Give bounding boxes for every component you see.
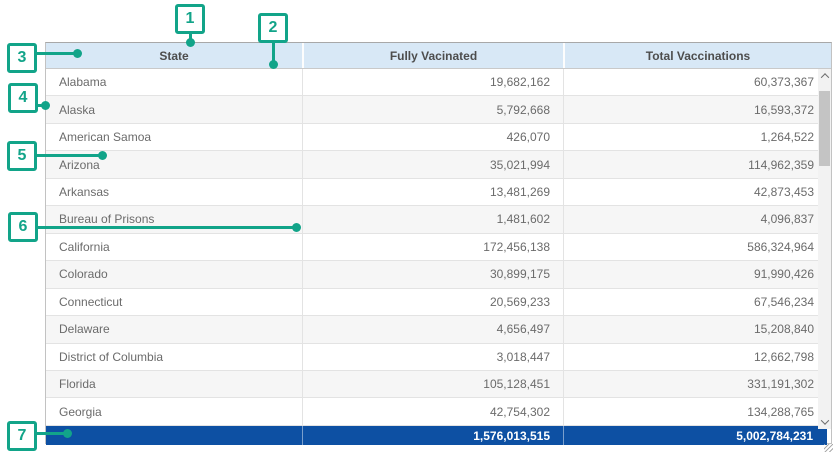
total-vaccinations-cell: 16,593,372 [563,96,831,123]
table-row[interactable]: American Samoa 426,070 1,264,522 [46,123,831,152]
fully-vaccinated-cell: 105,128,451 [302,370,563,398]
summary-row: 1,576,013,515 5,002,784,231 [46,426,827,445]
total-vaccinations-cell: 15,208,840 [563,316,831,343]
total-vaccinations-cell: 331,191,302 [563,370,831,398]
chevron-up-icon [820,73,829,82]
callout-3: 3 [7,43,37,73]
state-cell: Arizona [59,157,100,172]
callout-2-connector [272,42,275,61]
total-vaccinations-cell: 114,962,359 [563,151,831,178]
state-cell: Colorado [59,267,108,282]
attribute-table: State Fully Vacinated Total Vaccinations… [45,42,832,445]
callout-3-pointer-dot [73,49,82,58]
resize-grip-icon[interactable] [824,444,833,452]
callout-7-connector [36,432,66,435]
callout-6-pointer-dot [292,223,301,232]
total-vaccinations-cell: 67,546,234 [563,288,831,316]
callout-1-pointer-dot [186,38,195,47]
table-row[interactable]: Colorado 30,899,175 91,990,426 [46,261,831,289]
fully-vaccinated-cell: 172,456,138 [302,233,563,261]
callout-6-connector [36,226,294,229]
table-row[interactable]: California 172,456,138 586,324,964 [46,233,831,262]
callout-3-connector [35,52,75,55]
callout-5-connector [35,154,101,157]
table-header-row: State Fully Vacinated Total Vaccinations [46,43,831,69]
callout-4-connector [36,104,44,107]
state-cell: Bureau of Prisons [59,212,155,227]
scroll-down-button[interactable] [818,415,831,429]
table-body[interactable]: Alabama 19,682,162 60,373,367 Alaska 5,792,6… [46,69,831,426]
table-row[interactable]: Alabama 19,682,162 60,373,367 [46,69,831,97]
table-row[interactable]: Delaware 4,656,497 15,208,840 [46,316,831,344]
total-vaccinations-cell: 91,990,426 [563,261,831,288]
state-cell: Connecticut [59,294,123,309]
total-vaccinations-cell: 586,324,964 [563,233,831,261]
state-cell: Florida [59,377,96,392]
column-header-fully-vaccinated[interactable]: Fully Vacinated [302,43,563,68]
state-cell: Alaska [59,102,96,117]
callout-5-pointer-dot [98,151,107,160]
table-row[interactable]: Bureau of Prisons 1,481,602 4,096,837 [46,206,831,234]
fully-vaccinated-cell: 5,792,668 [302,96,563,123]
callout-5: 5 [7,141,37,171]
total-vaccinations-cell: 42,873,453 [563,178,831,206]
chevron-down-icon [820,416,829,425]
fully-vaccinated-cell: 1,481,602 [302,206,563,233]
table-row[interactable]: Arkansas 13,481,269 42,873,453 [46,178,831,207]
callout-1: 1 [175,4,205,34]
state-cell: Delaware [59,322,110,337]
table-row[interactable]: Florida 105,128,451 331,191,302 [46,370,831,399]
table-row[interactable]: Georgia 42,754,302 134,288,765 [46,398,831,426]
total-vaccinations-cell: 12,662,798 [563,343,831,370]
table-row[interactable]: Alaska 5,792,668 16,593,372 [46,96,831,124]
callout-7-pointer-dot [63,429,72,438]
table-row[interactable]: Connecticut 20,569,233 67,546,234 [46,288,831,317]
state-cell: Georgia [59,404,102,419]
fully-vaccinated-cell: 4,656,497 [302,316,563,343]
vertical-scrollbar[interactable] [818,69,831,429]
fully-vaccinated-cell: 42,754,302 [302,398,563,425]
state-cell: Alabama [59,75,107,90]
callout-2: 2 [258,13,288,43]
callout-6: 6 [8,212,38,242]
column-header-total-vaccinations[interactable]: Total Vaccinations [563,43,831,68]
fully-vaccinated-cell: 20,569,233 [302,288,563,316]
summary-state-cell [46,426,302,445]
callout-7: 7 [7,421,37,451]
fully-vaccinated-cell: 30,899,175 [302,261,563,288]
state-cell: American Samoa [59,130,152,145]
summary-fully-vaccinated-cell: 1,576,013,515 [302,426,563,445]
total-vaccinations-cell: 4,096,837 [563,206,831,233]
state-cell: District of Columbia [59,349,164,364]
column-header-state[interactable]: State [159,48,189,63]
total-vaccinations-cell: 60,373,367 [563,69,831,96]
summary-total-vaccinations-cell: 5,002,784,231 [563,426,827,445]
fully-vaccinated-cell: 3,018,447 [302,343,563,370]
total-vaccinations-cell: 134,288,765 [563,398,831,425]
table-row[interactable]: District of Columbia 3,018,447 12,662,798 [46,343,831,371]
scrollbar-thumb[interactable] [819,91,830,166]
fully-vaccinated-cell: 35,021,994 [302,151,563,178]
state-cell: Arkansas [59,185,110,200]
fully-vaccinated-cell: 19,682,162 [302,69,563,96]
fully-vaccinated-cell: 426,070 [302,123,563,151]
scroll-up-button[interactable] [818,69,831,83]
fully-vaccinated-cell: 13,481,269 [302,178,563,206]
callout-4-pointer-dot [41,101,50,110]
total-vaccinations-cell: 1,264,522 [563,123,831,151]
state-cell: California [59,239,110,254]
table-row[interactable]: Arizona 35,021,994 114,962,359 [46,151,831,179]
callout-4: 4 [8,83,38,113]
callout-2-pointer-dot [269,60,278,69]
